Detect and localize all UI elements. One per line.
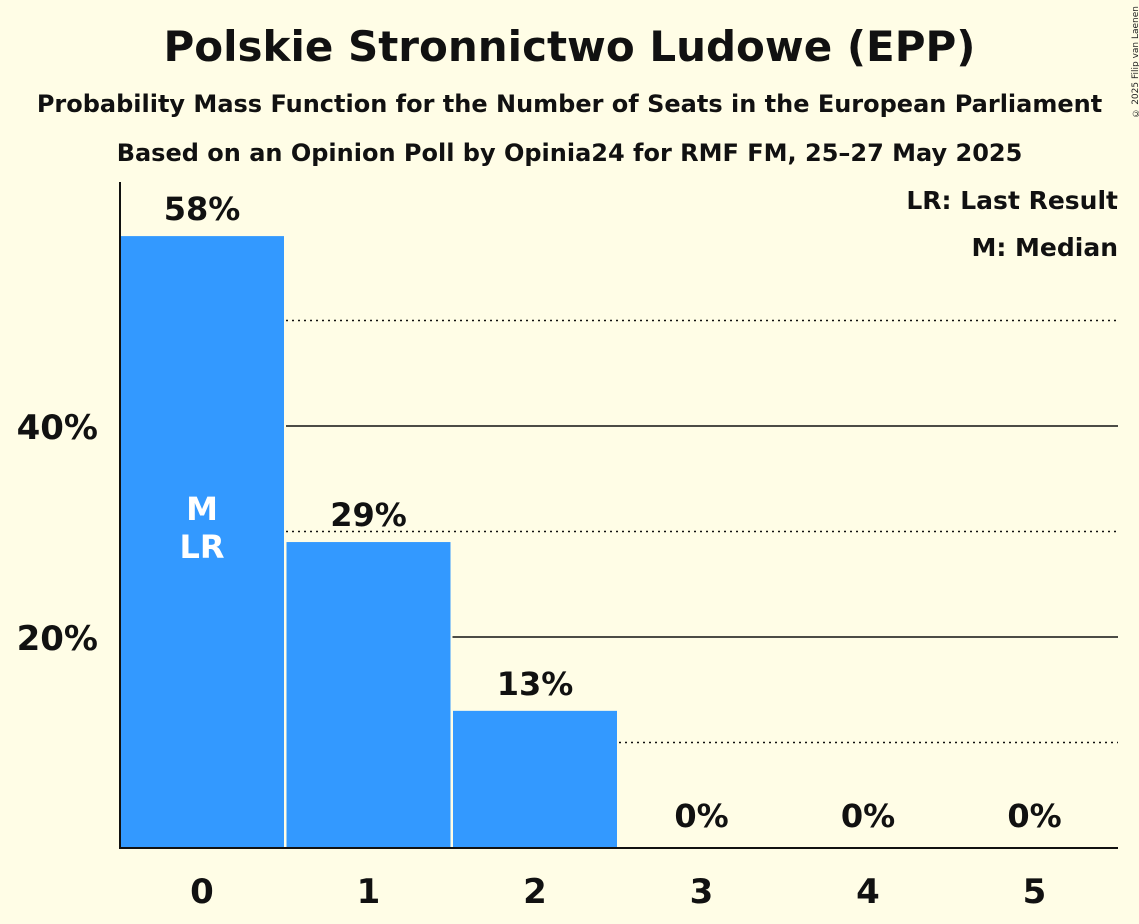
chart-subtitle: Probability Mass Function for the Number…: [36, 90, 1103, 118]
data-label-3: 0%: [674, 797, 728, 835]
x-tick-label-4: 4: [856, 872, 880, 912]
data-label-0: 58%: [164, 190, 241, 228]
x-tick-label-5: 5: [1023, 872, 1047, 912]
bar-2: [453, 710, 617, 848]
x-tick-label-3: 3: [690, 872, 714, 912]
y-tick-label-20: 20%: [17, 619, 98, 659]
data-label-4: 0%: [841, 797, 895, 835]
y-tick-label-40: 40%: [17, 408, 98, 448]
x-tick-label-2: 2: [523, 872, 547, 912]
data-label-5: 0%: [1007, 797, 1061, 835]
data-label-1: 29%: [330, 496, 407, 534]
legend-last-result: LR: Last Result: [906, 186, 1118, 215]
data-label-2: 13%: [497, 665, 574, 703]
chart-source-subtitle: Based on an Opinion Poll by Opinia24 for…: [116, 139, 1023, 167]
x-tick-label-0: 0: [190, 872, 214, 912]
x-tick-label-1: 1: [357, 872, 381, 912]
marker-lr-label: LR: [179, 528, 224, 566]
legend-median: M: Median: [971, 233, 1118, 262]
marker-m-label: M: [186, 490, 218, 528]
bar-1: [286, 542, 451, 848]
chart-title: Polskie Stronnictwo Ludowe (EPP): [163, 22, 976, 71]
bar-0: [120, 236, 284, 849]
